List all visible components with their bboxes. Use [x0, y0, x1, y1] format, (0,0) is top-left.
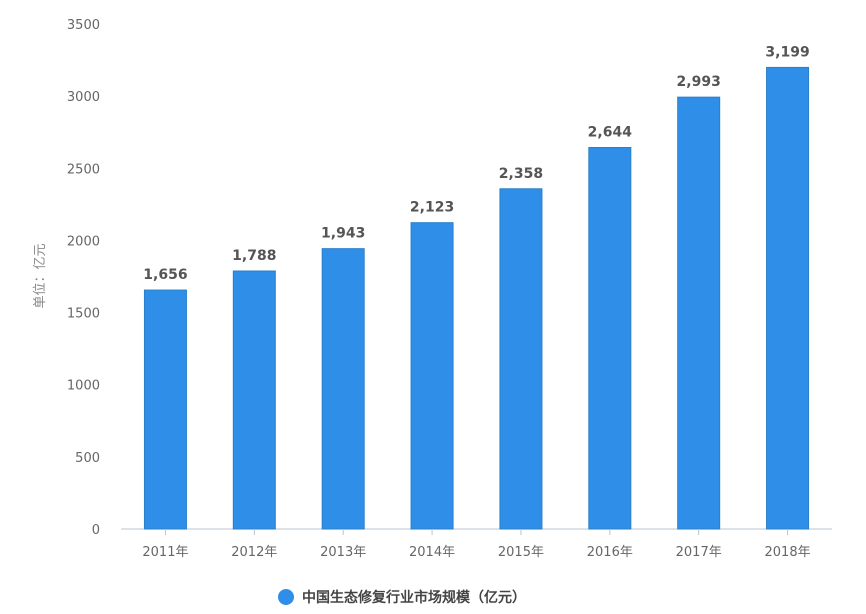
- data-label: 2,123: [410, 200, 454, 216]
- data-label: 3,199: [765, 44, 809, 60]
- x-tick-label: 2016年: [587, 545, 633, 560]
- bar-2016年: [588, 147, 632, 530]
- y-axis-label: 单位：亿元: [33, 243, 48, 308]
- data-label: 2,993: [677, 74, 721, 90]
- bar-2012年: [232, 270, 276, 530]
- data-label: 2,644: [588, 125, 633, 141]
- bar-2011年: [143, 289, 187, 530]
- x-tick-label: 2015年: [498, 545, 544, 560]
- y-tick-label: 500: [75, 451, 100, 466]
- bar-2013年: [321, 248, 365, 530]
- bar-2014年: [410, 222, 454, 530]
- x-tick-label: 2011年: [142, 545, 188, 560]
- data-label: 1,788: [232, 248, 276, 264]
- bar-2018年: [766, 66, 810, 530]
- y-tick-label: 3000: [67, 90, 100, 105]
- y-tick-label: 1500: [67, 307, 100, 322]
- x-tick-label: 2018年: [765, 545, 811, 560]
- y-tick-label: 0: [92, 523, 100, 538]
- x-tick-label: 2012年: [231, 545, 277, 560]
- x-tick-label: 2014年: [409, 545, 455, 560]
- bar-2017年: [677, 96, 721, 530]
- data-label: 1,943: [321, 226, 365, 242]
- y-tick-label: 1000: [67, 379, 100, 394]
- data-label: 2,358: [499, 166, 543, 182]
- y-tick-label: 3500: [67, 18, 100, 33]
- data-label: 1,656: [143, 267, 187, 283]
- legend-marker: [278, 589, 294, 605]
- x-tick-label: 2013年: [320, 545, 366, 560]
- x-tick-label: 2017年: [676, 545, 722, 560]
- y-tick-label: 2000: [67, 234, 100, 249]
- bar-2015年: [499, 188, 543, 530]
- y-tick-label: 2500: [67, 162, 100, 177]
- legend-label: 中国生态修复行业市场规模（亿元）: [302, 589, 526, 606]
